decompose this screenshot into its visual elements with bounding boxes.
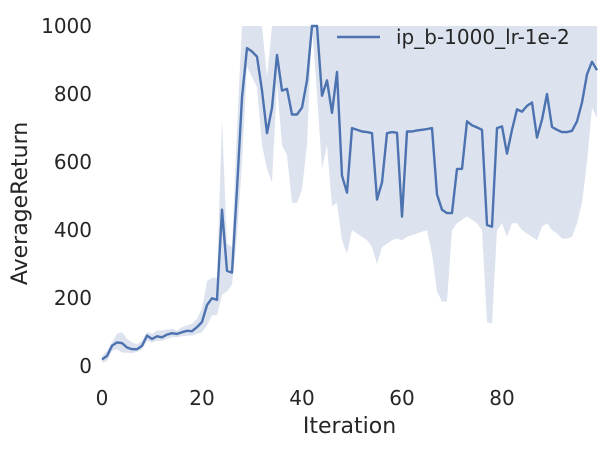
- x-tick-label: 60: [389, 386, 414, 410]
- y-tick-label: 0: [79, 354, 92, 378]
- y-tick-label: 200: [54, 286, 92, 310]
- y-tick-label: 800: [54, 82, 92, 106]
- series-line: [101, 24, 599, 361]
- y-axis-label: AverageReturn: [8, 122, 33, 285]
- x-tick-label: 40: [289, 386, 314, 410]
- y-tick-label: 600: [54, 150, 92, 174]
- y-tick-label: 1000: [41, 14, 92, 38]
- plot-area: [101, 24, 599, 363]
- legend: ip_b-1000_lr-1e-2: [337, 25, 570, 49]
- x-axis-label: Iteration: [303, 414, 396, 439]
- legend-label: ip_b-1000_lr-1e-2: [396, 25, 570, 49]
- y-tick-label: 400: [54, 218, 92, 242]
- x-tick-label: 20: [189, 386, 214, 410]
- x-tick-label: 0: [96, 386, 109, 410]
- x-tick-label: 80: [489, 386, 514, 410]
- confidence-band: [102, 26, 597, 363]
